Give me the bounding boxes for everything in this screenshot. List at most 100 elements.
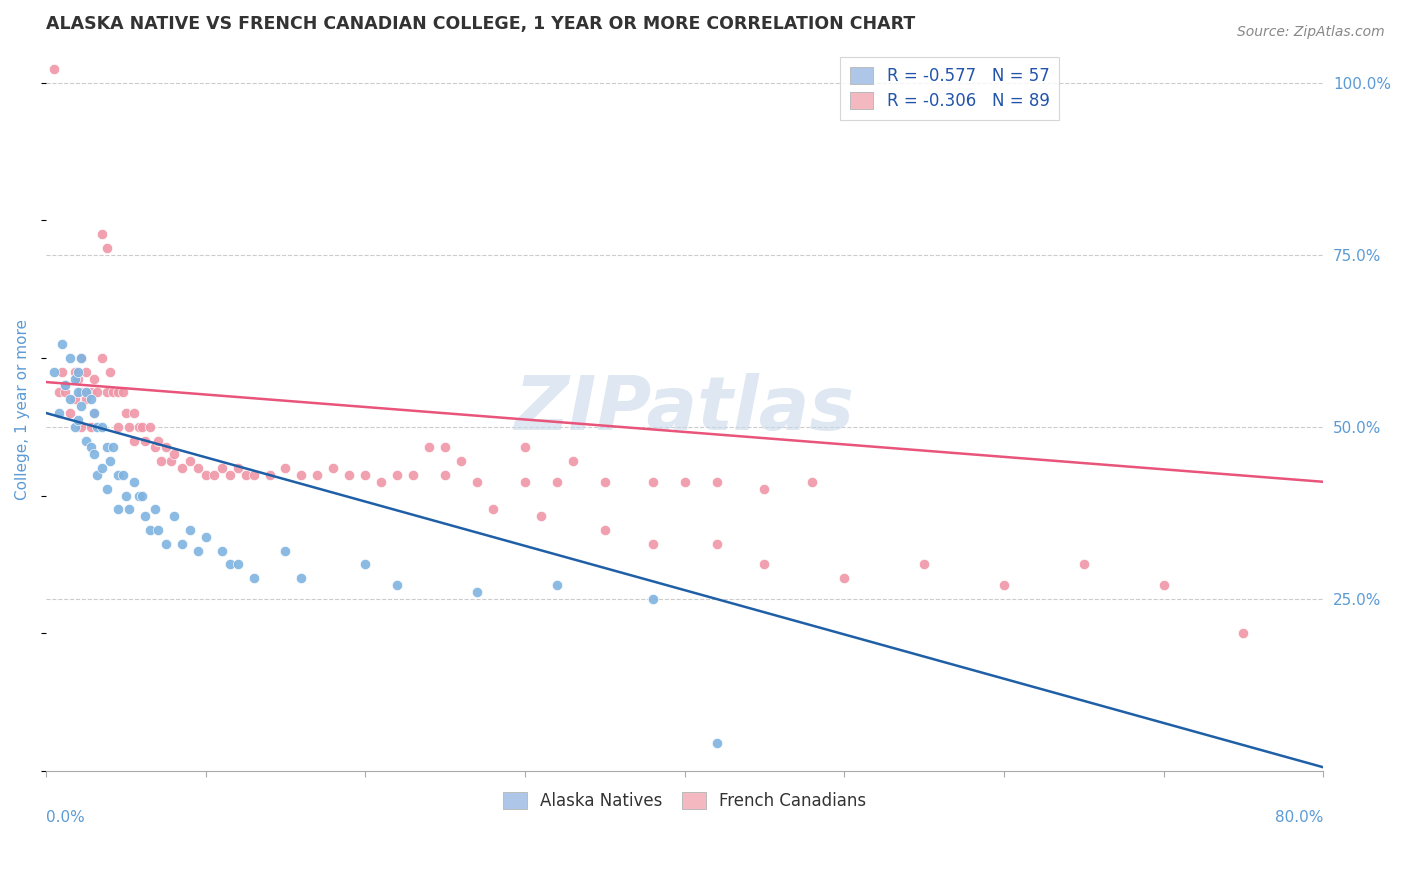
Point [179,523,201,537]
Point [322,461,344,475]
Point [179,454,201,468]
Point [259,467,281,482]
Point [79,392,101,407]
Point [641,537,664,551]
Point [48,385,70,400]
Point [107,419,129,434]
Point [1232,626,1254,640]
Point [128,489,150,503]
Point [143,502,166,516]
Point [274,543,297,558]
Point [107,467,129,482]
Point [546,475,568,489]
Point [122,434,145,448]
Point [754,482,776,496]
Point [75,392,97,407]
Point [202,467,225,482]
Point [66,385,89,400]
Point [146,523,169,537]
Point [673,475,696,489]
Y-axis label: College, 1 year or more: College, 1 year or more [15,319,30,500]
Point [83,371,105,385]
Point [122,475,145,489]
Point [387,467,409,482]
Point [66,365,89,379]
Point [75,385,97,400]
Point [114,489,136,503]
Point [832,571,855,585]
Point [114,406,136,420]
Point [641,591,664,606]
Point [155,441,177,455]
Point [235,467,257,482]
Point [63,371,86,385]
Point [66,413,89,427]
Point [96,482,118,496]
Point [131,419,153,434]
Point [546,578,568,592]
Point [434,441,457,455]
Point [83,447,105,461]
Point [801,475,824,489]
Point [118,502,141,516]
Point [75,434,97,448]
Point [101,385,124,400]
Point [98,365,121,379]
Point [226,461,249,475]
Point [51,365,73,379]
Point [402,467,425,482]
Point [706,537,728,551]
Point [754,558,776,572]
Point [163,509,186,524]
Point [70,419,93,434]
Point [641,475,664,489]
Point [83,406,105,420]
Point [128,419,150,434]
Point [96,441,118,455]
Point [134,509,156,524]
Point [96,385,118,400]
Point [90,419,112,434]
Point [70,385,93,400]
Point [993,578,1015,592]
Point [70,351,93,365]
Point [465,475,488,489]
Point [170,461,193,475]
Text: 0.0%: 0.0% [46,811,84,825]
Point [163,447,186,461]
Point [242,467,264,482]
Text: Source: ZipAtlas.com: Source: ZipAtlas.com [1237,25,1385,39]
Point [51,337,73,351]
Point [79,419,101,434]
Point [90,351,112,365]
Point [290,571,312,585]
Point [211,543,233,558]
Text: ALASKA NATIVE VS FRENCH CANADIAN COLLEGE, 1 YEAR OR MORE CORRELATION CHART: ALASKA NATIVE VS FRENCH CANADIAN COLLEGE… [46,15,915,33]
Point [134,434,156,448]
Point [131,489,153,503]
Point [226,558,249,572]
Point [1153,578,1175,592]
Point [83,406,105,420]
Point [194,467,217,482]
Point [354,467,377,482]
Point [107,502,129,516]
Point [513,475,536,489]
Point [159,454,181,468]
Legend: Alaska Natives, French Canadians: Alaska Natives, French Canadians [496,785,873,816]
Point [42,62,65,76]
Point [139,523,162,537]
Point [90,227,112,242]
Point [418,441,440,455]
Point [465,585,488,599]
Point [143,441,166,455]
Point [218,467,240,482]
Point [111,385,134,400]
Point [63,365,86,379]
Point [79,441,101,455]
Point [530,509,553,524]
Point [290,467,312,482]
Point [149,454,172,468]
Point [59,351,82,365]
Point [63,392,86,407]
